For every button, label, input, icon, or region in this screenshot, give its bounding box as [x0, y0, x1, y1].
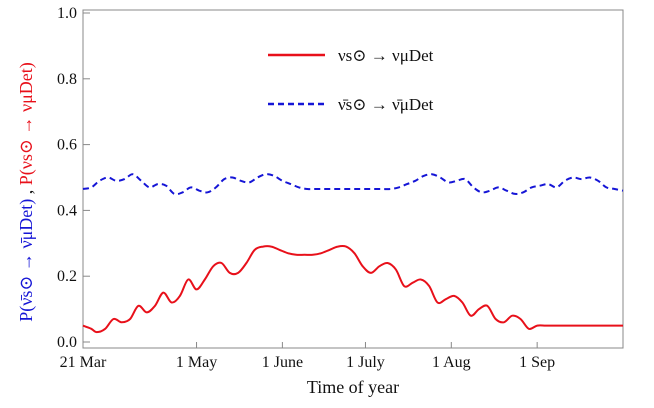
series-line-blue [82, 173, 624, 196]
x-tick-label: 1 Sep [519, 354, 555, 371]
x-tick-label: 1 Aug [432, 354, 471, 371]
y-tick-label: 0.0 [57, 334, 77, 351]
x-tick-label: 1 May [176, 354, 217, 371]
y-axis-title-separator: , [16, 185, 36, 199]
y-axis-title-red: P(νs⊙ → νμDet) [16, 62, 37, 185]
y-axis-title-blue: P(ν̄s⊙ → ν̄μDet) [16, 199, 37, 322]
y-tick-label: 0.6 [57, 137, 77, 154]
x-tick-label: 1 June [262, 354, 303, 371]
plot-frame [82, 9, 624, 349]
series-line-red [82, 244, 623, 334]
legend-label-red: νs⊙ → νμDet [338, 46, 434, 65]
y-tick-label: 0.4 [57, 202, 77, 219]
y-axis-title: P(ν̄s⊙ → ν̄μDet) , P(νs⊙ → νμDet) [16, 62, 37, 322]
y-tick-label: 1.0 [57, 5, 77, 22]
x-tick-label: 21 Mar [60, 354, 107, 371]
series-layer [82, 173, 624, 334]
y-tick-label: 0.8 [57, 71, 77, 88]
x-axis-ticks: 21 Mar 1 May 1 June 1 July 1 Aug 1 Sep [60, 342, 555, 371]
legend: νs⊙ → νμDet ν̄s⊙ → ν̄μDet [268, 46, 434, 114]
legend-label-blue: ν̄s⊙ → ν̄μDet [338, 95, 434, 114]
x-axis-title: Time of year [307, 377, 399, 397]
x-tick-label: 1 July [346, 354, 385, 371]
y-tick-label: 0.2 [57, 268, 77, 285]
svg-text:P(ν̄s⊙ → ν̄μDet) , P(νs⊙ → νμD: P(ν̄s⊙ → ν̄μDet) , P(νs⊙ → νμDet) [16, 62, 37, 322]
y-axis-ticks: 0.0 0.2 0.4 0.6 0.8 1.0 [57, 5, 90, 351]
